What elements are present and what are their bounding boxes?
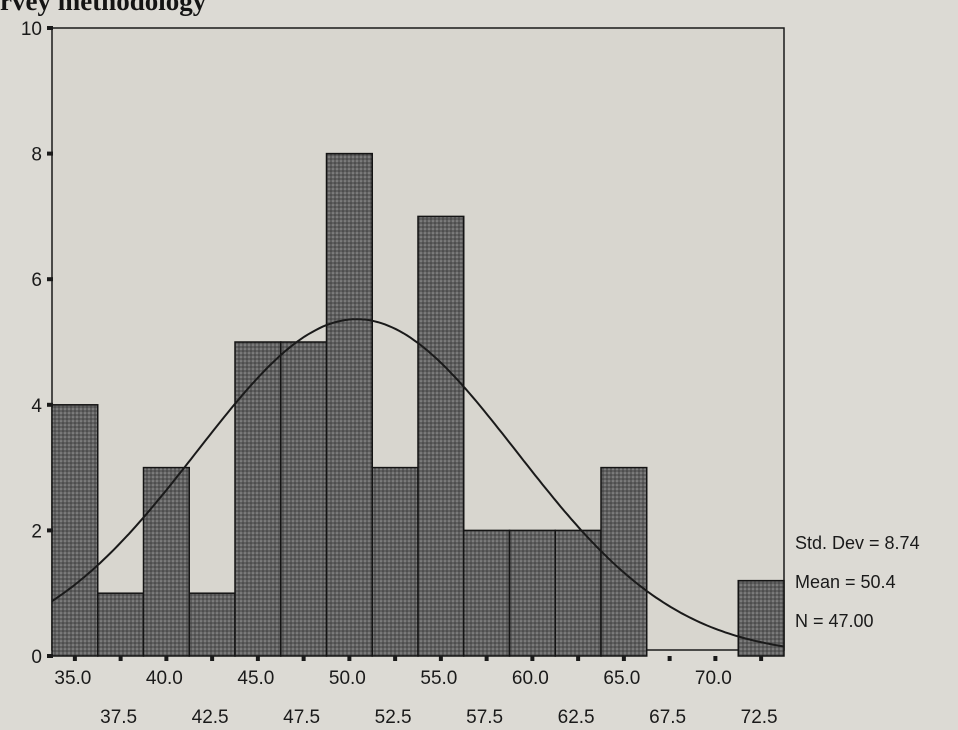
x-tick-mark bbox=[438, 656, 443, 661]
x-tick-label: 70.0 bbox=[695, 668, 732, 689]
histogram-bar bbox=[554, 529, 602, 657]
x-tick-mark bbox=[255, 656, 260, 661]
x-tick-mark bbox=[530, 656, 535, 661]
y-tick-mark bbox=[47, 277, 53, 282]
histogram-bar bbox=[234, 341, 282, 657]
x-tick-label: 47.5 bbox=[283, 707, 320, 728]
stat-std-dev: Std. Dev = 8.74 bbox=[795, 533, 920, 553]
x-tick-label: 72.5 bbox=[741, 707, 778, 728]
normal-curve bbox=[51, 318, 785, 648]
x-tick-label: 37.5 bbox=[100, 707, 137, 728]
histogram-bar bbox=[417, 215, 465, 657]
x-tick-mark bbox=[667, 656, 672, 661]
y-tick-mark bbox=[47, 528, 53, 533]
x-tick-mark bbox=[621, 656, 626, 661]
x-tick-label: 52.5 bbox=[375, 707, 412, 728]
y-tick-label: 2 bbox=[31, 521, 42, 542]
y-tick-label: 10 bbox=[21, 19, 42, 40]
y-tick-label: 6 bbox=[31, 270, 42, 291]
histogram-bar bbox=[142, 466, 190, 657]
x-tick-mark bbox=[713, 656, 718, 661]
x-tick-mark bbox=[576, 656, 581, 661]
x-tick-label: 55.0 bbox=[420, 668, 457, 689]
histogram-bar bbox=[371, 466, 419, 657]
y-tick-mark bbox=[47, 151, 53, 156]
x-tick-label: 67.5 bbox=[649, 707, 686, 728]
y-tick-mark bbox=[47, 654, 53, 658]
histogram-bar bbox=[325, 152, 373, 657]
x-tick-mark bbox=[210, 656, 215, 661]
y-tick-label: 8 bbox=[31, 145, 42, 166]
histogram-bar bbox=[280, 341, 328, 657]
histogram-bar bbox=[463, 529, 511, 657]
x-tick-mark bbox=[164, 656, 169, 661]
histogram-bar bbox=[51, 404, 99, 657]
x-tick-label: 60.0 bbox=[512, 668, 549, 689]
stat-mean: Mean = 50.4 bbox=[795, 572, 896, 592]
x-tick-label: 62.5 bbox=[558, 707, 595, 728]
x-tick-mark bbox=[347, 656, 352, 661]
x-tick-label: 40.0 bbox=[146, 668, 183, 689]
x-tick-mark bbox=[301, 656, 306, 661]
x-tick-mark bbox=[393, 656, 398, 661]
x-tick-mark bbox=[118, 656, 123, 661]
y-tick-mark bbox=[47, 402, 53, 407]
x-tick-mark bbox=[759, 656, 764, 661]
y-tick-mark bbox=[47, 26, 53, 30]
x-tick-label: 45.0 bbox=[237, 668, 274, 689]
x-tick-label: 50.0 bbox=[329, 668, 366, 689]
x-tick-label: 57.5 bbox=[466, 707, 503, 728]
x-tick-mark bbox=[484, 656, 489, 661]
stat-n: N = 47.00 bbox=[795, 611, 874, 631]
histogram-bar bbox=[97, 592, 145, 657]
x-tick-label: 42.5 bbox=[192, 707, 229, 728]
y-tick-label: 0 bbox=[31, 647, 42, 668]
x-tick-label: 65.0 bbox=[603, 668, 640, 689]
histogram-bar bbox=[188, 592, 236, 657]
x-tick-label: 35.0 bbox=[54, 668, 91, 689]
histogram-bar bbox=[600, 466, 648, 657]
page-title: rvey methodology bbox=[0, 0, 207, 16]
histogram-bar bbox=[508, 529, 556, 657]
x-tick-mark bbox=[72, 656, 77, 661]
y-tick-label: 4 bbox=[31, 396, 42, 417]
